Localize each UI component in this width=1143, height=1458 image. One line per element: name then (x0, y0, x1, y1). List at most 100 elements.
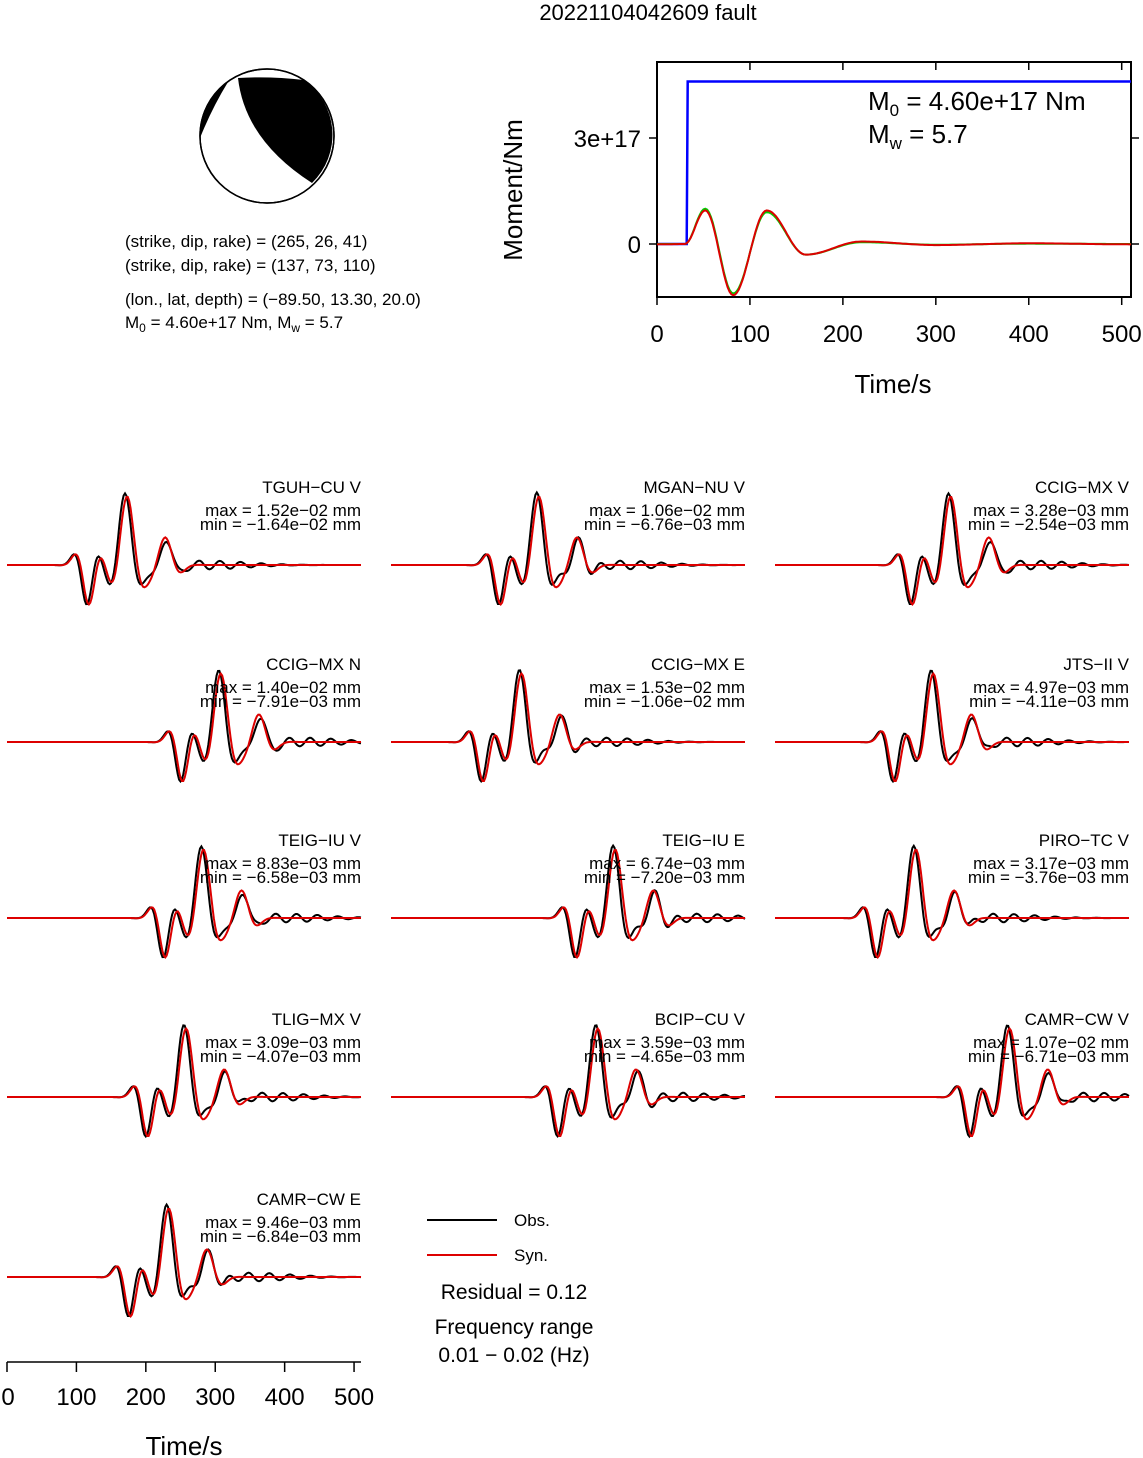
trace-min-label: min = −6.84e−03 mm (200, 1227, 361, 1246)
trace-min-label: min = −4.11e−03 mm (969, 692, 1129, 711)
moment-y-ticks: 0 3e+17 (574, 126, 1139, 259)
time-axis-tick-label: 300 (195, 1384, 235, 1411)
trace-station-label: TEIG−IU E (662, 831, 745, 850)
trace-max-label: max = 8.83e−03 mm (205, 854, 361, 873)
moment-x-tick-label: 500 (1102, 321, 1142, 348)
synthetic-waveform (391, 1026, 745, 1137)
moment-y-axis-label: Moment/Nm (498, 119, 528, 261)
moment-x-ticks: 0 100 200 300 400 500 (650, 62, 1142, 348)
mechanism-moment: M0 = 4.60e+17 Nm, Mw = 5.7 (125, 313, 343, 335)
time-axis-tick-label: 100 (56, 1384, 96, 1411)
trace-max-label: max = 3.59e−03 mm (589, 1033, 745, 1052)
moment-x-tick-label: 200 (823, 321, 863, 348)
time-axis-tick-label: 400 (265, 1384, 305, 1411)
synthetic-waveform (391, 848, 745, 959)
trace-min-label: min = −6.76e−03 mm (584, 515, 745, 534)
trace-min-label: min = −7.91e−03 mm (200, 692, 361, 711)
mechanism-location: (lon., lat, depth) = (−89.50, 13.30, 20.… (125, 290, 421, 309)
trace-max-label: max = 1.53e−02 mm (589, 678, 745, 697)
moment-y-tick-label: 0 (628, 232, 641, 259)
synthetic-waveform (391, 671, 745, 782)
moment-m0-label: M0 = 4.60e+17 Nm (868, 86, 1086, 120)
legend-obs-label: Obs. (514, 1211, 550, 1230)
synthetic-waveform (775, 1026, 1129, 1137)
trace-max-label: max = 1.07e−02 mm (973, 1033, 1129, 1052)
trace-max-label: max = 9.46e−03 mm (205, 1213, 361, 1232)
time-axis-tick-label: 200 (126, 1384, 166, 1411)
moment-x-axis-label: Time/s (854, 369, 931, 399)
moment-panel: 0 100 200 300 400 500 0 3e+17 Time/s Moment/Nm… (498, 61, 1142, 399)
trace-station-label: CCIG−MX N (266, 655, 361, 674)
trace-max-label: max = 3.28e−03 mm (973, 501, 1129, 520)
moment-plot-frame (656, 61, 1132, 298)
trace-station-label: TEIG−IU V (278, 831, 361, 850)
trace-station-label: CCIG−MX V (1035, 478, 1130, 497)
trace-min-label: min = −4.07e−03 mm (200, 1047, 361, 1066)
residual-label: Residual = 0.12 (441, 1281, 588, 1304)
trace-station-label: MGAN−NU V (643, 478, 745, 497)
trace-max-label: max = 1.40e−02 mm (205, 678, 361, 697)
synthetic-waveform (775, 671, 1129, 782)
time-axis-ticks: 0 100 200 300 400 500 (1, 1362, 374, 1411)
moment-rate-line (657, 207, 1131, 295)
trace-station-label: CAMR−CW E (257, 1190, 361, 1209)
trace-min-label: min = −4.65e−03 mm (584, 1047, 745, 1066)
synthetic-waveform (775, 495, 1129, 606)
synthetic-waveform (7, 671, 361, 782)
moment-x-tick-label: 300 (916, 321, 956, 348)
trace-station-label: CCIG−MX E (651, 655, 745, 674)
moment-x-tick-label: 400 (1009, 321, 1049, 348)
trace-station-label: CAMR−CW V (1025, 1010, 1130, 1029)
mechanism-plane-1: (strike, dip, rake) = (265, 26, 41) (125, 232, 367, 251)
waveform-time-axis: 0 100 200 300 400 500 Time/s (1, 1361, 374, 1458)
trace-min-label: min = −2.54e−03 mm (968, 515, 1129, 534)
trace-min-label: min = −3.76e−03 mm (968, 868, 1129, 887)
trace-station-label: TLIG−MX V (272, 1010, 362, 1029)
figure-title: 20221104042609 fault (539, 0, 756, 25)
mechanism-plane-2: (strike, dip, rake) = (137, 73, 110) (125, 256, 376, 275)
time-axis-tick-label: 500 (334, 1384, 374, 1411)
synthetic-waveform (7, 1207, 361, 1318)
moment-rate-line (656, 209, 1131, 297)
moment-mw-label: Mw = 5.7 (868, 119, 968, 153)
trace-min-label: min = −7.20e−03 mm (584, 868, 745, 887)
beachball-icon (199, 68, 335, 204)
moment-y-tick-label: 3e+17 (574, 126, 641, 153)
synthetic-waveform (7, 1026, 361, 1137)
moment-x-tick-label: 100 (730, 321, 770, 348)
trace-station-label: JTS−II V (1063, 655, 1129, 674)
moment-curves (656, 80, 1131, 297)
frequency-range-value: 0.01 − 0.02 (Hz) (438, 1344, 589, 1367)
trace-max-label: max = 1.52e−02 mm (205, 501, 361, 520)
trace-station-label: PIRO−TC V (1039, 831, 1130, 850)
trace-min-label: min = −6.58e−03 mm (200, 868, 361, 887)
trace-max-label: max = 4.97e−03 mm (973, 678, 1129, 697)
synthetic-waveform (7, 495, 361, 606)
time-axis-tick-label: 0 (1, 1384, 14, 1411)
moment-x-tick-label: 0 (650, 321, 663, 348)
trace-station-label: TGUH−CU V (262, 478, 361, 497)
legend-syn-label: Syn. (514, 1246, 548, 1265)
trace-min-label: min = −1.06e−02 mm (584, 692, 745, 711)
trace-max-label: max = 3.17e−03 mm (973, 854, 1129, 873)
trace-max-label: max = 6.74e−03 mm (589, 854, 745, 873)
synthetic-waveform (775, 848, 1129, 959)
trace-max-label: max = 3.09e−03 mm (205, 1033, 361, 1052)
synthetic-waveform (7, 848, 361, 959)
frequency-range-title: Frequency range (435, 1316, 594, 1339)
